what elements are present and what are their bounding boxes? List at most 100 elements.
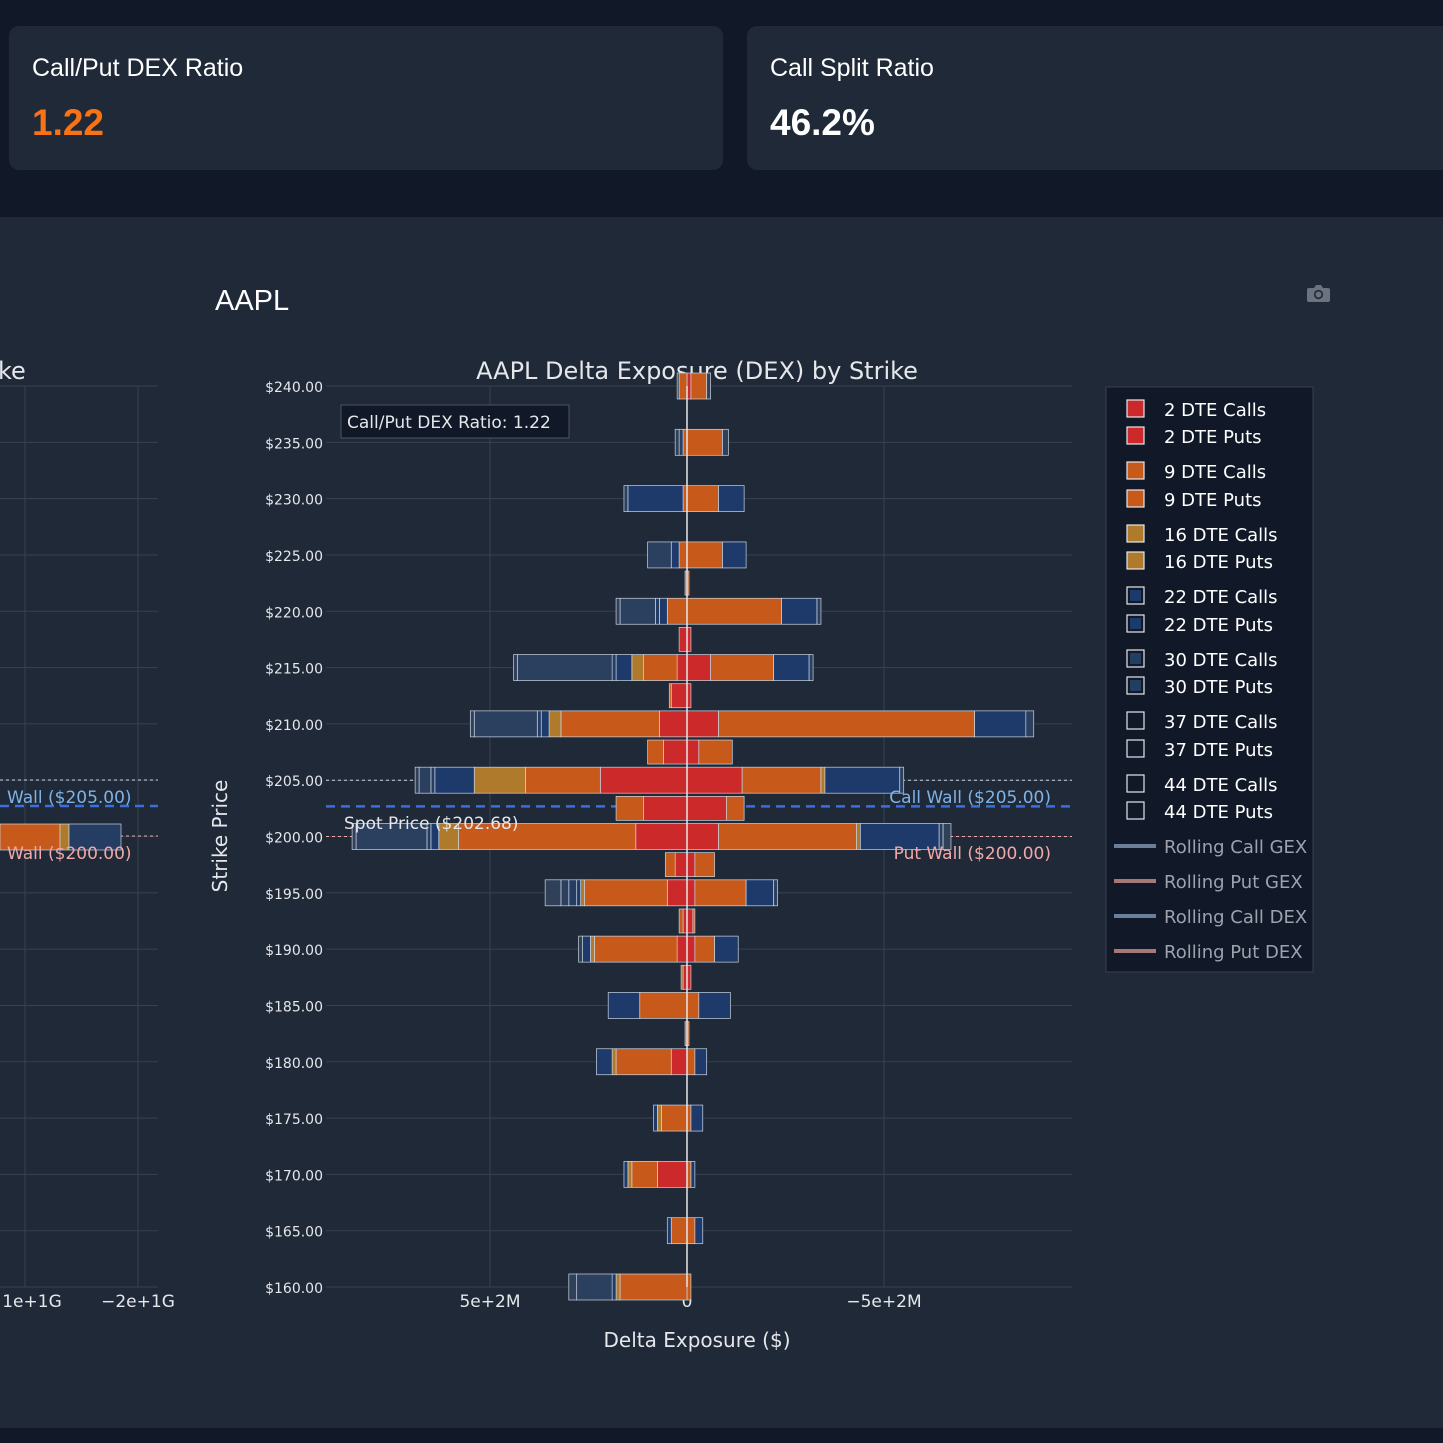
bar-put xyxy=(670,541,680,569)
bar-put xyxy=(580,879,585,907)
bar-call xyxy=(694,879,747,907)
legend-label[interactable]: Rolling Put GEX xyxy=(1164,872,1303,893)
y-tick-label: $195.00 xyxy=(265,887,323,903)
x-tick-label: −5e+2M xyxy=(846,1292,921,1312)
bar-put xyxy=(643,795,688,821)
legend-label[interactable]: 30 DTE Puts xyxy=(1164,677,1273,698)
bar-call xyxy=(694,852,715,878)
x-tick-label: 0 xyxy=(682,1292,693,1312)
left-bar xyxy=(0,823,61,851)
bar-put xyxy=(560,879,570,907)
x-tick-labels: 5e+2M 0 −5e+2M xyxy=(459,1292,921,1312)
legend-label[interactable]: Rolling Call DEX xyxy=(1164,907,1307,928)
main-chart: AAPL Delta Exposure (DEX) by Strike $240… xyxy=(208,357,1072,1352)
bar-call xyxy=(773,879,778,907)
bar-call xyxy=(686,992,700,1019)
legend-label[interactable]: 44 DTE Puts xyxy=(1164,802,1273,823)
legend-swatch xyxy=(1126,711,1145,730)
bar-call xyxy=(816,597,822,625)
legend-swatch xyxy=(1126,551,1145,570)
bars xyxy=(351,372,1035,1301)
bar-put xyxy=(536,710,542,738)
y-tick-label: $205.00 xyxy=(265,774,323,790)
bar-put xyxy=(596,1048,613,1076)
bar-call xyxy=(686,908,694,934)
card-title: Call/Put DEX Ratio xyxy=(32,54,244,82)
legend-label[interactable]: Rolling Call GEX xyxy=(1164,837,1307,858)
bar-put xyxy=(351,823,357,850)
bar-call xyxy=(741,766,822,794)
bar-call xyxy=(686,1048,696,1076)
bar-call xyxy=(1025,710,1035,738)
bar-put xyxy=(548,710,562,738)
bar-call xyxy=(722,428,729,456)
legend-swatch-fill xyxy=(1130,590,1141,601)
bar-put xyxy=(657,1161,688,1188)
bar-put xyxy=(540,710,550,738)
bar-put xyxy=(544,879,562,907)
bar-put xyxy=(578,935,583,963)
bar-put xyxy=(568,1273,578,1301)
legend-label[interactable]: 37 DTE Calls xyxy=(1164,712,1278,733)
bar-call xyxy=(686,935,696,963)
legend-label[interactable]: 9 DTE Calls xyxy=(1164,462,1266,483)
legend-label[interactable]: 22 DTE Puts xyxy=(1164,615,1273,636)
legend-label[interactable]: 2 DTE Puts xyxy=(1164,427,1262,448)
bar-call xyxy=(694,935,715,963)
bar-put xyxy=(582,935,591,963)
y-tick-label: $230.00 xyxy=(265,493,323,509)
legend-label[interactable]: 2 DTE Calls xyxy=(1164,400,1266,421)
bar-put xyxy=(659,710,688,738)
legend-swatch xyxy=(1126,774,1145,793)
legend-label[interactable]: 44 DTE Calls xyxy=(1164,775,1278,796)
bar-put xyxy=(659,597,668,625)
bar-put xyxy=(623,1161,629,1188)
bar-put xyxy=(666,597,688,625)
bar-call xyxy=(692,908,696,934)
bar-call xyxy=(698,992,731,1019)
bar-call xyxy=(820,766,826,794)
left-x-tick: −2e+1G xyxy=(101,1292,175,1312)
x-tick-label: 5e+2M xyxy=(459,1292,520,1312)
bar-call xyxy=(773,654,810,681)
legend-swatch xyxy=(1126,461,1145,480)
bar-call xyxy=(899,766,905,794)
legend: 2 DTE Calls 2 DTE Puts 9 DTE Calls 9 DTE Pu… xyxy=(1105,386,1314,973)
bar-put xyxy=(680,964,684,990)
y-tick-label: $210.00 xyxy=(265,718,323,734)
legend-label[interactable]: 16 DTE Calls xyxy=(1164,525,1278,546)
legend-swatch xyxy=(1126,739,1145,758)
dex-ratio-card: Call/Put DEX Ratio 1.22 xyxy=(9,26,723,170)
bar-put xyxy=(611,654,617,681)
legend-label[interactable]: Rolling Put DEX xyxy=(1164,942,1303,963)
legend-swatch xyxy=(1126,801,1145,820)
bar-put xyxy=(615,654,633,681)
legend-label[interactable]: 37 DTE Puts xyxy=(1164,740,1273,761)
camera-icon[interactable] xyxy=(1306,283,1331,307)
bar-put xyxy=(469,710,475,738)
bar-call xyxy=(686,597,782,625)
bar-call xyxy=(686,485,719,512)
bar-put xyxy=(517,654,613,681)
bar-put xyxy=(513,654,518,681)
call-wall-label: Call Wall ($205.00) xyxy=(889,788,1051,808)
bar-put xyxy=(615,597,621,625)
legend-label[interactable]: 9 DTE Puts xyxy=(1164,490,1262,511)
bar-put xyxy=(674,852,688,878)
bar-put xyxy=(434,766,475,794)
bar-put xyxy=(611,1048,617,1076)
bar-put xyxy=(576,1273,613,1301)
bar-call xyxy=(698,739,733,765)
bar-call xyxy=(718,710,975,738)
bar-put xyxy=(635,823,688,850)
y-tick-labels: $240.00 $235.00 $230.00 $225.00 $220.00 $215.… xyxy=(265,380,323,1297)
card-value: 46.2% xyxy=(770,102,875,143)
bar-call xyxy=(690,1161,696,1188)
bar-put xyxy=(615,1273,621,1301)
bar-put xyxy=(615,1048,672,1076)
legend-label[interactable]: 16 DTE Puts xyxy=(1164,552,1273,573)
symbol-title: AAPL xyxy=(215,285,290,317)
legend-label[interactable]: 22 DTE Calls xyxy=(1164,587,1278,608)
y-tick-label: $225.00 xyxy=(265,549,323,565)
legend-label[interactable]: 30 DTE Calls xyxy=(1164,650,1278,671)
